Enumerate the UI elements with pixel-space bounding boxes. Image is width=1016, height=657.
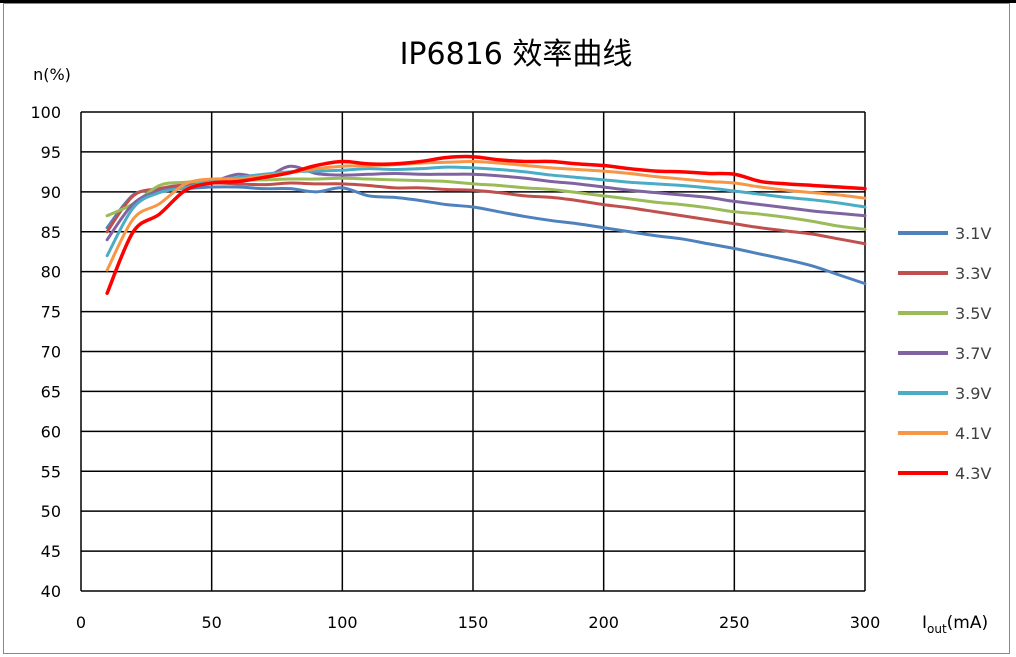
legend: 3.1V 3.3V 3.5V 3.7V 3.9V 4.1V 4.3V (898, 224, 991, 483)
series-line-3-1V (105, 185, 867, 286)
y-tick-label: 80 (41, 263, 61, 282)
top-border (0, 0, 1016, 3)
y-tick-label: 100 (30, 103, 61, 122)
x-tick-label: 250 (719, 613, 750, 632)
y-tick-label: 85 (41, 223, 61, 242)
y-tick-label: 65 (41, 382, 61, 401)
y-tick-label: 45 (41, 542, 61, 561)
x-tick-labels: 0 50 100 150 200 250 300 (76, 613, 880, 632)
legend-label: 3.1V (955, 224, 991, 243)
legend-label: 3.5V (955, 304, 991, 323)
series-line-3-3V (105, 181, 867, 246)
x-tick-label: 0 (76, 613, 86, 632)
chart-title: IP6816 效率曲线 (400, 37, 633, 72)
series-layer (105, 154, 867, 295)
x-axis-label: Iout(mA) (922, 613, 988, 636)
series-line-3-7V (105, 164, 867, 242)
legend-label: 3.9V (955, 384, 991, 403)
y-tick-label: 60 (41, 422, 61, 441)
x-tick-label: 150 (458, 613, 489, 632)
y-tick-label: 50 (41, 502, 61, 521)
y-tick-label: 95 (41, 143, 61, 162)
legend-label: 4.3V (955, 464, 991, 483)
y-tick-label: 90 (41, 183, 61, 202)
legend-label: 3.3V (955, 264, 991, 283)
x-axis-label-unit: (mA) (947, 613, 988, 633)
series-line-4-3V (105, 154, 867, 295)
y-tick-label: 70 (41, 343, 61, 362)
y-tick-label: 55 (41, 462, 61, 481)
y-axis-label: n(%) (33, 65, 71, 84)
legend-label: 4.1V (955, 424, 991, 443)
series-line-4-1V (105, 159, 867, 272)
x-tick-label: 50 (201, 613, 221, 632)
x-tick-label: 100 (327, 613, 358, 632)
x-axis-label-sub: out (927, 622, 947, 636)
y-tick-label: 40 (41, 582, 61, 601)
y-tick-labels: 40 45 50 55 60 65 70 75 80 85 90 95 100 (30, 103, 61, 601)
x-tick-label: 200 (588, 613, 619, 632)
y-tick-label: 75 (41, 303, 61, 322)
legend-label: 3.7V (955, 344, 991, 363)
x-tick-label: 300 (850, 613, 881, 632)
x-axis-label-main: I (922, 613, 927, 633)
